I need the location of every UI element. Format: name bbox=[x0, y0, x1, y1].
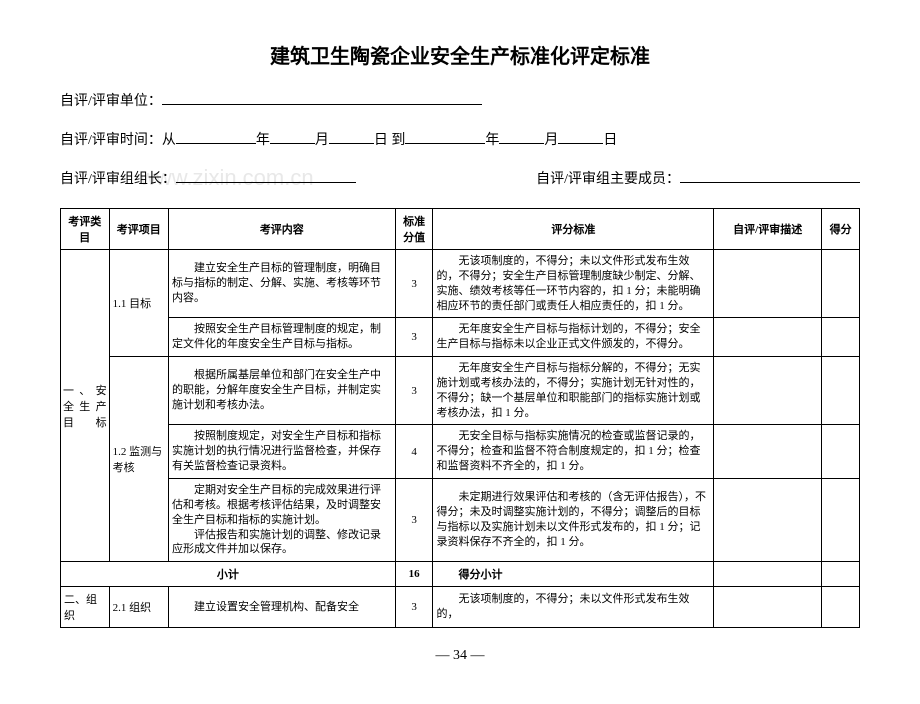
criteria-cell: 无该项制度的，不得分；未以文件形式发布生效的， bbox=[433, 587, 714, 628]
subtotal-row: 小计 16 得分小计 bbox=[61, 562, 860, 587]
criteria-cell: 无年度安全生产目标与指标计划的，不得分；安全生产目标与指标未以企业正式文件颁发的… bbox=[433, 318, 714, 357]
header-points: 得分 bbox=[822, 209, 860, 250]
year2-label: 年 bbox=[485, 129, 499, 149]
points-cell bbox=[822, 357, 860, 425]
form-leader-row: 自评/评审组组长： 自评/评审组主要成员： bbox=[60, 167, 860, 188]
points-cell bbox=[822, 318, 860, 357]
content-cell: 定期对安全生产目标的完成效果进行评估和考核。根据考核评估结果，及时调整安全生产目… bbox=[168, 478, 395, 561]
score-cell: 3 bbox=[395, 478, 433, 561]
time-to-year bbox=[405, 128, 485, 144]
subtotal-desc bbox=[714, 562, 822, 587]
table-row: 1.2 监测与考核 根据所属基层单位和部门在安全生产中的职能，分解年度安全生产目… bbox=[61, 357, 860, 425]
content-cell: 按照制度规定，对安全生产目标和指标实施计划的执行情况进行监督检查，并保存有关监督… bbox=[168, 425, 395, 479]
points-cell bbox=[822, 587, 860, 628]
criteria-cell: 无安全目标与指标实施情况的检查或监督记录的，不得分；检查和监督不符合制度规定的，… bbox=[433, 425, 714, 479]
table-row: 按照制度规定，对安全生产目标和指标实施计划的执行情况进行监督检查，并保存有关监督… bbox=[61, 425, 860, 479]
members-label: 自评/评审组主要成员： bbox=[536, 168, 680, 188]
header-score: 标准分值 bbox=[395, 209, 433, 250]
time-to-day bbox=[558, 128, 603, 144]
score-cell: 3 bbox=[395, 587, 433, 628]
form-time-row: 自评/评审时间：从 年 月 日 到 年 月 日 bbox=[60, 128, 860, 149]
table-header-row: 考评类目 考评项目 考评内容 标准分值 评分标准 自评/评审描述 得分 bbox=[61, 209, 860, 250]
score-cell: 3 bbox=[395, 318, 433, 357]
table-row: 一、安全生产目标 1.1 目标 建立安全生产目标的管理制度，明确目标与指标的制定… bbox=[61, 250, 860, 318]
time-from-year bbox=[176, 128, 256, 144]
subtotal-criteria: 得分小计 bbox=[433, 562, 714, 587]
content-cell: 建立安全生产目标的管理制度，明确目标与指标的制定、分解、实施、考核等环节内容。 bbox=[168, 250, 395, 318]
score-cell: 4 bbox=[395, 425, 433, 479]
points-cell bbox=[822, 250, 860, 318]
header-category: 考评类目 bbox=[61, 209, 110, 250]
evaluation-table: 考评类目 考评项目 考评内容 标准分值 评分标准 自评/评审描述 得分 一、安全… bbox=[60, 208, 860, 628]
description-cell bbox=[714, 478, 822, 561]
form-unit-row: 自评/评审单位： bbox=[60, 89, 860, 110]
leader-label: 自评/评审组组长： bbox=[60, 168, 176, 188]
score-cell: 3 bbox=[395, 357, 433, 425]
month2-label: 月 bbox=[544, 129, 558, 149]
criteria-cell: 无该项制度的，不得分；未以文件形式发布生效的，不得分；安全生产目标管理制度缺少制… bbox=[433, 250, 714, 318]
page-title: 建筑卫生陶瓷企业安全生产标准化评定标准 bbox=[60, 40, 860, 69]
description-cell bbox=[714, 357, 822, 425]
item-cell: 1.1 目标 bbox=[109, 250, 168, 357]
category-cell: 一、安全生产目标 bbox=[61, 250, 110, 562]
score-cell: 3 bbox=[395, 250, 433, 318]
header-content: 考评内容 bbox=[168, 209, 395, 250]
unit-label: 自评/评审单位： bbox=[60, 90, 162, 110]
time-from-month bbox=[270, 128, 315, 144]
time-from-day bbox=[329, 128, 374, 144]
month1-label: 月 bbox=[315, 129, 329, 149]
time-to-month bbox=[499, 128, 544, 144]
day2-label: 日 bbox=[603, 129, 617, 149]
header-description: 自评/评审描述 bbox=[714, 209, 822, 250]
points-cell bbox=[822, 478, 860, 561]
header-item: 考评项目 bbox=[109, 209, 168, 250]
item-cell: 2.1 组织 bbox=[109, 587, 168, 628]
category-cell: 二、组织 bbox=[61, 587, 110, 628]
description-cell bbox=[714, 250, 822, 318]
table-row: 定期对安全生产目标的完成效果进行评估和考核。根据考核评估结果，及时调整安全生产目… bbox=[61, 478, 860, 561]
time-label: 自评/评审时间：从 bbox=[60, 129, 176, 149]
subtotal-score: 16 bbox=[395, 562, 433, 587]
points-cell bbox=[822, 425, 860, 479]
item-cell: 1.2 监测与考核 bbox=[109, 357, 168, 562]
members-input-line bbox=[680, 167, 860, 183]
year1-label: 年 bbox=[256, 129, 270, 149]
content-cell: 按照安全生产目标管理制度的规定，制定文件化的年度安全生产目标与指标。 bbox=[168, 318, 395, 357]
description-cell bbox=[714, 587, 822, 628]
description-cell bbox=[714, 318, 822, 357]
header-criteria: 评分标准 bbox=[433, 209, 714, 250]
table-row: 二、组织 2.1 组织 建立设置安全管理机构、配备安全 3 无该项制度的，不得分… bbox=[61, 587, 860, 628]
day1-label: 日 到 bbox=[374, 129, 406, 149]
subtotal-label: 小计 bbox=[61, 562, 396, 587]
description-cell bbox=[714, 425, 822, 479]
table-row: 按照安全生产目标管理制度的规定，制定文件化的年度安全生产目标与指标。 3 无年度… bbox=[61, 318, 860, 357]
criteria-cell: 未定期进行效果评估和考核的（含无评估报告），不得分；未及时调整实施计划的，不得分… bbox=[433, 478, 714, 561]
leader-input-line bbox=[176, 167, 356, 183]
content-cell: 建立设置安全管理机构、配备安全 bbox=[168, 587, 395, 628]
subtotal-points bbox=[822, 562, 860, 587]
unit-input-line bbox=[162, 89, 482, 105]
content-cell: 根据所属基层单位和部门在安全生产中的职能，分解年度安全生产目标，并制定实施计划和… bbox=[168, 357, 395, 425]
criteria-cell: 无年度安全生产目标与指标分解的，不得分；无实施计划或考核办法的，不得分；实施计划… bbox=[433, 357, 714, 425]
